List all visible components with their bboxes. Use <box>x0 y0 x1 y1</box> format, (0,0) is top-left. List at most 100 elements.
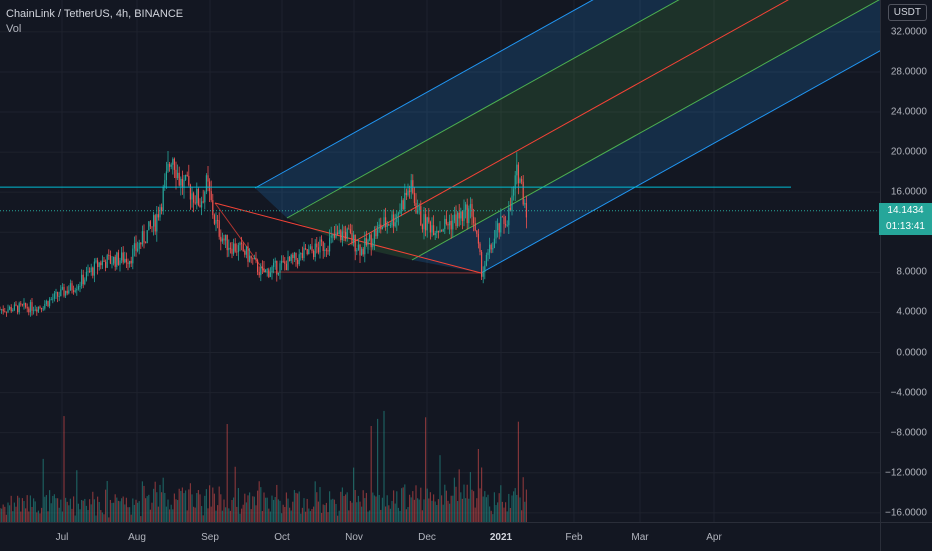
volume-bar <box>49 490 51 522</box>
candle-body <box>289 256 291 261</box>
candle-body <box>501 216 503 218</box>
candle-body <box>36 309 38 312</box>
volume-bar <box>41 507 43 522</box>
candle-body <box>209 181 211 192</box>
candle-body <box>461 211 463 222</box>
candle-body <box>287 256 289 271</box>
candle-body <box>49 299 51 307</box>
candle-body <box>239 242 241 246</box>
candle-body <box>10 306 12 312</box>
volume-bar <box>343 496 345 522</box>
candle-body <box>172 158 174 165</box>
candle-body <box>498 223 500 233</box>
candle-body <box>484 265 486 273</box>
volume-bar <box>337 515 339 522</box>
volume-bar <box>351 502 353 522</box>
volume-bar <box>369 510 371 522</box>
volume-bar <box>100 510 102 522</box>
candle-body <box>226 234 228 251</box>
volume-bar <box>165 506 167 522</box>
volume-bar <box>55 498 57 522</box>
candle-body <box>361 248 363 256</box>
candle-body <box>218 220 220 237</box>
volume-bar <box>261 511 263 522</box>
candle-body <box>205 175 207 192</box>
volume-bar <box>191 494 193 522</box>
candle-body <box>73 290 75 292</box>
candle-body <box>298 254 300 265</box>
volume-bar <box>66 501 68 522</box>
candle-body <box>429 221 431 233</box>
chart-area[interactable]: ChainLink / TetherUS, 4h, BINANCE Vol <box>0 0 880 522</box>
time-axis[interactable]: Jul Aug Sep Oct Nov Dec 2021 Feb Mar Apr <box>0 522 880 551</box>
candle-body <box>5 311 7 313</box>
volume-bar <box>124 504 126 522</box>
volume-bar <box>13 502 15 522</box>
volume-bar <box>349 500 351 522</box>
candle-body <box>282 260 284 262</box>
volume-bar <box>359 501 361 522</box>
volume-bar <box>370 425 372 522</box>
candle-body <box>332 234 334 236</box>
volume-bar <box>297 493 299 522</box>
volume-bar <box>341 487 343 522</box>
candle-body <box>410 180 412 192</box>
candle-body <box>207 175 209 182</box>
volume-bar <box>137 502 139 522</box>
volume-bar <box>333 499 335 522</box>
volume-bar <box>175 499 177 522</box>
candle-body <box>439 230 441 233</box>
volume-bar <box>36 512 38 522</box>
candle-body <box>333 234 335 238</box>
price-tick-label: 32.0000 <box>890 26 927 38</box>
candle-body <box>373 230 375 244</box>
candle-body <box>231 248 233 254</box>
volume-bar <box>233 497 235 522</box>
volume-bar <box>138 501 140 522</box>
price-tick-label: 16.0000 <box>890 186 927 198</box>
volume-bar <box>207 508 209 522</box>
time-tick-label: Jul <box>55 532 69 543</box>
volume-bar <box>213 493 215 522</box>
candle-body <box>505 224 507 226</box>
volume-label[interactable]: Vol <box>6 23 22 35</box>
volume-bar <box>354 490 356 522</box>
volume-bar <box>39 513 41 522</box>
volume-bar <box>497 502 499 522</box>
candle-body <box>157 214 159 218</box>
chart-svg[interactable] <box>0 0 880 522</box>
volume-bar <box>449 503 451 522</box>
candle-body <box>213 215 215 224</box>
candle-body <box>212 200 214 216</box>
volume-bar <box>121 498 123 522</box>
volume-bar <box>193 506 195 522</box>
candle-body <box>493 238 495 249</box>
candle-body <box>409 190 411 192</box>
volume-bar <box>202 515 204 522</box>
volume-bar <box>489 506 491 522</box>
candle-body <box>428 217 430 222</box>
volume-bar <box>453 477 455 522</box>
candle-body <box>197 189 199 206</box>
candle-body <box>511 195 513 211</box>
volume-bar <box>500 485 502 522</box>
candle-body <box>393 214 395 227</box>
volume-bar <box>503 507 505 522</box>
candle-body <box>162 187 164 211</box>
volume-bar <box>391 500 393 522</box>
volume-bar <box>57 498 59 522</box>
volume-bar <box>466 484 468 522</box>
symbol-title[interactable]: ChainLink / TetherUS, 4h, BINANCE <box>6 8 184 20</box>
volume-bar <box>258 481 260 522</box>
candle-body <box>106 255 108 268</box>
currency-button[interactable]: USDT <box>887 4 927 21</box>
volume-bar <box>74 515 76 522</box>
volume-bar <box>377 418 379 522</box>
candle-body <box>33 310 35 312</box>
volume-bar <box>300 513 302 522</box>
price-axis[interactable]: USDT 32.0000 28.0000 24.0000 20.0000 16.0000… <box>880 0 932 522</box>
candle-body <box>177 172 179 179</box>
candle-body <box>394 222 396 227</box>
candle-body <box>229 247 231 249</box>
volume-bar <box>407 507 409 522</box>
